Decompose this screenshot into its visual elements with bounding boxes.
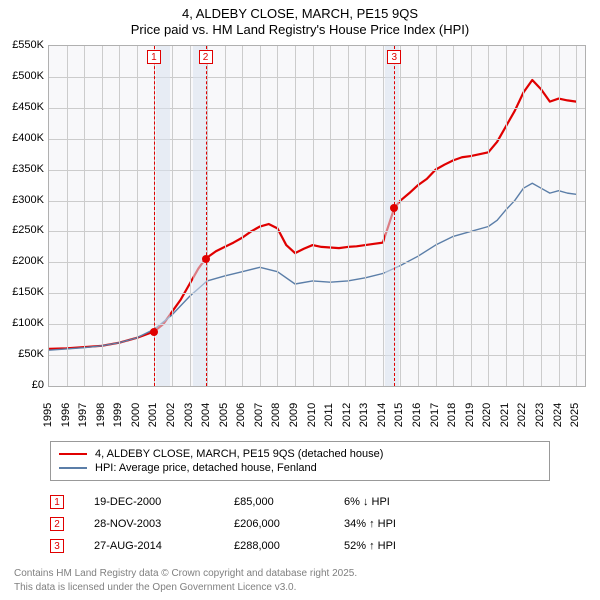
gridline-v	[260, 46, 261, 386]
marker-dot	[390, 204, 398, 212]
gridline-v	[453, 46, 454, 386]
transaction-delta: 52% ↑ HPI	[344, 540, 454, 552]
legend-label: HPI: Average price, detached house, Fenl…	[95, 462, 317, 474]
transaction-row: 1 19-DEC-2000£85,0006% ↓ HPI	[50, 491, 550, 513]
gridline-h	[49, 170, 585, 171]
y-axis-label: £500K	[4, 70, 44, 82]
transaction-delta: 6% ↓ HPI	[344, 496, 454, 508]
gridline-h	[49, 139, 585, 140]
legend-swatch	[59, 453, 87, 455]
gridline-v	[559, 46, 560, 386]
gridline-h	[49, 293, 585, 294]
transaction-badge: 2	[50, 517, 64, 531]
legend: 4, ALDEBY CLOSE, MARCH, PE15 9QS (detach…	[50, 441, 550, 481]
gridline-v	[576, 46, 577, 386]
marker-badge: 1	[147, 50, 161, 64]
marker-line	[206, 46, 207, 386]
gridline-h	[49, 262, 585, 263]
transaction-badge: 3	[50, 539, 64, 553]
gridline-v	[523, 46, 524, 386]
gridline-v	[119, 46, 120, 386]
marker-badge: 3	[387, 50, 401, 64]
gridline-v	[436, 46, 437, 386]
shaded-band	[156, 46, 170, 386]
marker-line	[394, 46, 395, 386]
gridline-v	[330, 46, 331, 386]
y-axis-label: £200K	[4, 255, 44, 267]
gridline-h	[49, 77, 585, 78]
y-axis-label: £150K	[4, 286, 44, 298]
footer-line: This data is licensed under the Open Gov…	[14, 581, 586, 595]
chart-title: 4, ALDEBY CLOSE, MARCH, PE15 9QS	[0, 0, 600, 22]
transaction-date: 27-AUG-2014	[94, 540, 234, 552]
chart-svg	[49, 46, 585, 386]
gridline-v	[418, 46, 419, 386]
gridline-v	[172, 46, 173, 386]
gridline-v	[400, 46, 401, 386]
gridline-h	[49, 108, 585, 109]
gridline-v	[506, 46, 507, 386]
legend-label: 4, ALDEBY CLOSE, MARCH, PE15 9QS (detach…	[95, 448, 383, 460]
transaction-price: £206,000	[234, 518, 344, 530]
gridline-v	[137, 46, 138, 386]
gridline-h	[49, 355, 585, 356]
plot-region: 1 2 3	[48, 45, 586, 387]
marker-dot	[202, 255, 210, 263]
marker-badge: 2	[199, 50, 213, 64]
gridline-v	[190, 46, 191, 386]
legend-row: 4, ALDEBY CLOSE, MARCH, PE15 9QS (detach…	[59, 447, 541, 461]
y-axis-label: £300K	[4, 194, 44, 206]
x-axis-label: 2025	[555, 403, 595, 427]
transaction-row: 2 28-NOV-2003£206,00034% ↑ HPI	[50, 513, 550, 535]
transaction-price: £85,000	[234, 496, 344, 508]
gridline-h	[49, 324, 585, 325]
transactions-table: 1 19-DEC-2000£85,0006% ↓ HPI 2 28-NOV-2003£…	[50, 491, 550, 557]
y-axis-label: £0	[4, 379, 44, 391]
gridline-v	[313, 46, 314, 386]
gridline-v	[102, 46, 103, 386]
y-axis-label: £550K	[4, 39, 44, 51]
y-axis-label: £450K	[4, 101, 44, 113]
y-axis-label: £350K	[4, 163, 44, 175]
transaction-delta: 34% ↑ HPI	[344, 518, 454, 530]
gridline-v	[471, 46, 472, 386]
gridline-v	[365, 46, 366, 386]
legend-swatch	[59, 467, 87, 468]
transaction-price: £288,000	[234, 540, 344, 552]
y-axis-label: £400K	[4, 132, 44, 144]
gridline-v	[277, 46, 278, 386]
chart-subtitle: Price paid vs. HM Land Registry's House …	[0, 22, 600, 45]
chart-area: 1 2 3 £0 £50K £100K £150K £200K £250K £300K £350K…	[4, 45, 586, 435]
gridline-v	[541, 46, 542, 386]
marker-dot	[150, 328, 158, 336]
footer-line: Contains HM Land Registry data © Crown c…	[14, 567, 586, 581]
gridline-v	[67, 46, 68, 386]
gridline-v	[488, 46, 489, 386]
gridline-v	[348, 46, 349, 386]
y-axis-label: £250K	[4, 224, 44, 236]
gridline-v	[242, 46, 243, 386]
gridline-v	[84, 46, 85, 386]
transaction-date: 19-DEC-2000	[94, 496, 234, 508]
transaction-row: 3 27-AUG-2014£288,00052% ↑ HPI	[50, 535, 550, 557]
gridline-v	[207, 46, 208, 386]
transaction-badge: 1	[50, 495, 64, 509]
y-axis-label: £100K	[4, 317, 44, 329]
gridline-v	[225, 46, 226, 386]
legend-row: HPI: Average price, detached house, Fenl…	[59, 461, 541, 475]
transaction-date: 28-NOV-2003	[94, 518, 234, 530]
gridline-v	[295, 46, 296, 386]
shaded-band	[385, 46, 399, 386]
gridline-h	[49, 201, 585, 202]
chart-container: 4, ALDEBY CLOSE, MARCH, PE15 9QS Price p…	[0, 0, 600, 594]
gridline-h	[49, 231, 585, 232]
y-axis-label: £50K	[4, 348, 44, 360]
